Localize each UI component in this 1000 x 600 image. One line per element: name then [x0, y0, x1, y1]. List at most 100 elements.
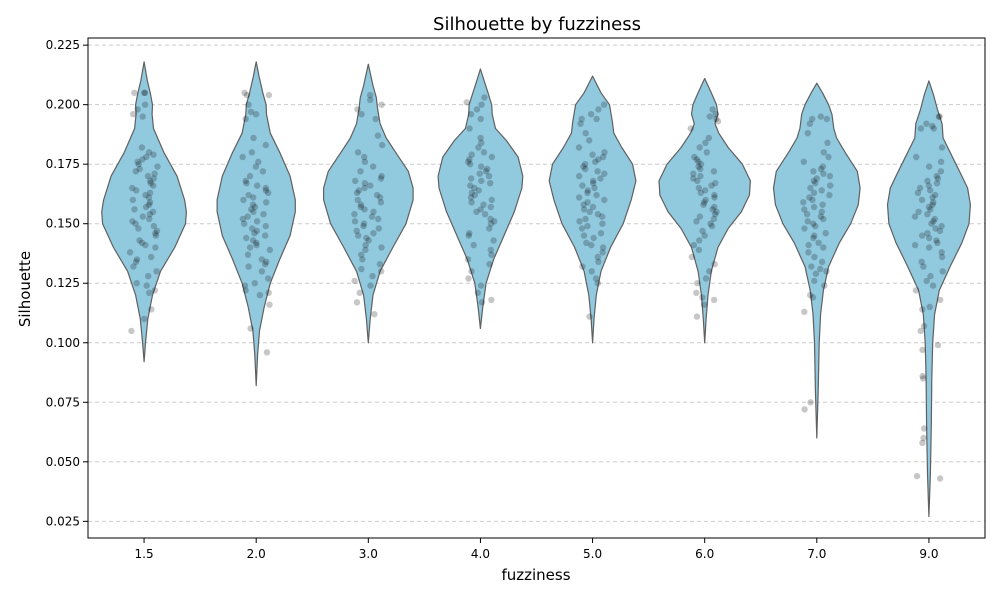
data-point	[249, 237, 257, 244]
data-point	[582, 215, 589, 223]
data-point	[919, 306, 926, 313]
data-point	[582, 130, 589, 137]
data-point	[806, 120, 814, 127]
data-point	[354, 106, 361, 113]
data-point	[693, 313, 701, 320]
data-point	[822, 230, 829, 237]
data-point	[702, 196, 709, 204]
violin-6.0	[658, 77, 751, 344]
data-point	[262, 261, 269, 268]
data-point	[807, 399, 814, 406]
data-point	[259, 168, 267, 175]
data-point	[371, 311, 378, 318]
data-point	[826, 191, 833, 199]
data-point	[353, 299, 361, 306]
data-point	[251, 280, 258, 287]
data-point	[246, 172, 254, 180]
data-point	[599, 213, 606, 220]
data-point	[253, 241, 260, 249]
data-point	[263, 199, 270, 206]
x-tick-label: 6.0	[695, 547, 714, 561]
data-point	[820, 215, 827, 223]
data-point	[912, 287, 920, 294]
data-point	[936, 113, 943, 120]
data-point	[367, 282, 374, 289]
data-point	[919, 372, 926, 380]
data-point	[360, 220, 368, 227]
data-point	[154, 163, 161, 170]
data-point	[917, 327, 924, 335]
data-point	[244, 213, 251, 220]
data-point	[372, 115, 379, 123]
data-point	[486, 225, 493, 232]
data-point	[711, 194, 718, 201]
data-point	[812, 270, 820, 277]
violin-5.0	[548, 75, 637, 344]
data-point	[708, 182, 715, 189]
data-point	[817, 213, 824, 220]
data-point	[134, 106, 141, 113]
data-point	[580, 206, 588, 213]
data-point	[713, 208, 720, 215]
data-point	[919, 232, 926, 239]
data-point	[801, 308, 808, 315]
data-point	[933, 172, 940, 180]
data-point	[580, 163, 587, 170]
data-point	[930, 125, 937, 132]
data-point	[697, 189, 704, 196]
data-point	[577, 120, 584, 127]
data-point	[927, 206, 934, 213]
data-point	[241, 282, 249, 289]
data-point	[920, 434, 927, 442]
data-point	[132, 220, 139, 227]
data-point	[811, 277, 818, 285]
data-point	[353, 227, 360, 235]
data-point	[700, 201, 707, 208]
data-point	[938, 222, 945, 230]
data-point	[926, 187, 934, 194]
data-point	[481, 211, 489, 218]
data-point	[597, 230, 605, 237]
data-point	[242, 287, 249, 294]
data-point	[150, 151, 157, 158]
data-point	[601, 149, 608, 156]
x-tick-label: 9.0	[919, 547, 938, 561]
data-point	[594, 211, 602, 218]
data-point	[810, 168, 817, 175]
data-point	[478, 163, 485, 170]
data-point	[145, 149, 153, 156]
data-point	[362, 241, 369, 249]
data-point	[936, 227, 944, 235]
data-point	[468, 268, 475, 275]
data-point	[713, 115, 720, 123]
data-point	[132, 258, 140, 265]
data-point	[911, 213, 919, 220]
data-point	[576, 218, 583, 225]
data-point	[820, 149, 827, 156]
data-point	[357, 203, 364, 211]
data-point	[463, 99, 470, 106]
x-tick-label: 5.0	[583, 547, 602, 561]
data-point	[920, 322, 928, 330]
x-tick-label: 2.0	[247, 547, 266, 561]
data-point	[252, 111, 260, 118]
data-point	[595, 156, 602, 163]
data-point	[918, 258, 925, 265]
data-point	[265, 275, 272, 282]
data-point	[241, 89, 248, 97]
data-point	[701, 301, 708, 308]
data-point	[138, 144, 146, 151]
data-point	[804, 218, 811, 225]
x-tick-label: 4.0	[471, 547, 490, 561]
data-point	[253, 239, 260, 246]
data-point	[811, 232, 818, 239]
data-point	[938, 253, 946, 261]
data-point	[934, 239, 941, 246]
data-point	[145, 272, 152, 280]
data-point	[243, 234, 250, 242]
data-point	[466, 125, 473, 132]
y-tick-label: 0.075	[46, 395, 80, 409]
data-point	[478, 101, 485, 108]
data-point	[143, 153, 150, 161]
data-point	[358, 251, 365, 258]
